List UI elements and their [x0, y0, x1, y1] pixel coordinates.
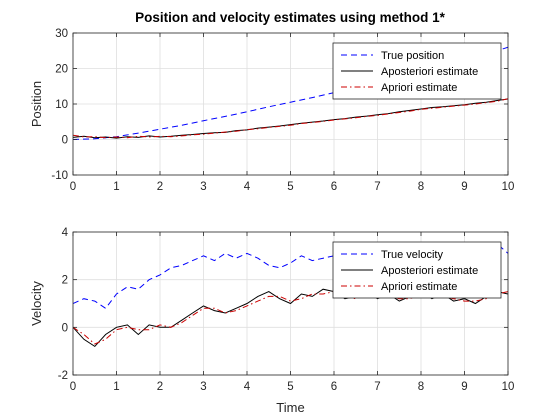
x-tick-label: 9 — [461, 381, 467, 393]
legend-label-apriori-estimate: Apriori estimate — [381, 281, 457, 293]
y-tick-label: 30 — [55, 28, 68, 40]
legend-label-true-position: True position — [381, 50, 444, 62]
y-tick-label: 20 — [55, 64, 68, 76]
y-tick-label: 2 — [62, 275, 68, 287]
x-tick-label: 8 — [418, 181, 424, 193]
x-tick-label: 1 — [113, 181, 119, 193]
series-line-apriori-estimate — [73, 98, 508, 139]
y-tick-label: -2 — [58, 370, 68, 382]
y-tick-label: -10 — [51, 170, 68, 182]
legend-label-aposteriori-estimate: Aposteriori estimate — [381, 66, 478, 78]
x-tick-label: 4 — [244, 381, 251, 393]
x-tick-label: 0 — [70, 381, 76, 393]
x-tick-label: 10 — [502, 181, 515, 193]
x-tick-label: 3 — [200, 381, 206, 393]
x-tick-label: 8 — [418, 381, 424, 393]
x-tick-label: 5 — [287, 181, 293, 193]
x-tick-label: 6 — [331, 181, 337, 193]
x-tick-label: 3 — [200, 181, 206, 193]
x-tick-label: 7 — [374, 381, 380, 393]
x-tick-label: 9 — [461, 181, 467, 193]
y-axis-label: Position — [29, 81, 44, 127]
y-tick-label: 0 — [62, 322, 68, 334]
series-line-apriori-estimate — [73, 291, 508, 345]
legend: True velocity Aposteriori estimate Apriori… — [332, 241, 502, 299]
x-tick-label: 5 — [287, 381, 293, 393]
x-tick-label: 10 — [502, 381, 515, 393]
x-tick-label: 6 — [331, 381, 337, 393]
legend-label-aposteriori-estimate: Aposteriori estimate — [381, 265, 478, 277]
x-axis-label: Time — [276, 400, 304, 415]
x-tick-label: 2 — [157, 381, 163, 393]
x-tick-label: 1 — [113, 381, 119, 393]
series-line-true-position — [73, 46, 508, 140]
legend-label-apriori-estimate: Apriori estimate — [381, 82, 457, 94]
x-tick-label: 4 — [244, 181, 251, 193]
x-tick-label: 2 — [157, 181, 163, 193]
y-tick-label: 0 — [62, 135, 68, 147]
series-group — [73, 46, 508, 140]
y-tick-label: 4 — [62, 227, 69, 239]
legend: True position Aposteriori estimate Apriori… — [332, 42, 502, 100]
x-tick-label: 7 — [374, 181, 380, 193]
y-tick-label: 10 — [55, 99, 68, 111]
x-tick-label: 0 — [70, 181, 76, 193]
legend-label-true-velocity: True velocity — [381, 249, 443, 261]
chart-title: Position and velocity estimates using me… — [135, 10, 446, 25]
y-axis-label: Velocity — [29, 281, 44, 326]
